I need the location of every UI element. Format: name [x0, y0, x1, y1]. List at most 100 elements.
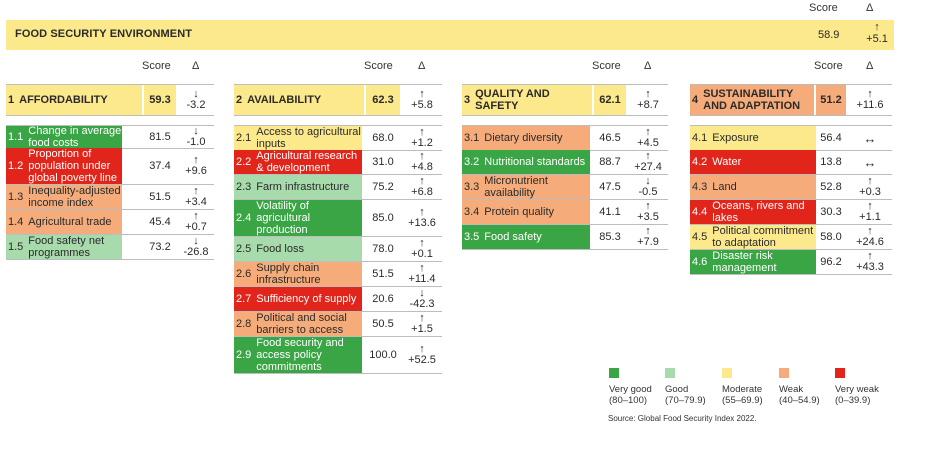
indicator-delta: ↑ +1.1 — [848, 200, 892, 224]
indicator-row: 2.1 Access to agricultural inputs 68.0 ↑… — [234, 125, 442, 151]
indicator-score: 13.8 — [820, 156, 842, 168]
indicator-delta: ↓ -42.3 — [402, 287, 442, 311]
pillar-label: 2 AVAILABILITY — [234, 85, 364, 115]
indicator-delta: ↑ +13.6 — [402, 200, 442, 236]
indicator-score: 85.3 — [599, 231, 621, 243]
pillar-number: 1 — [8, 94, 15, 106]
indicator-number: 1.3 — [8, 191, 24, 203]
indicator-delta-value: +4.8 — [411, 161, 433, 173]
indicator-label: 2.7 Sufficiency of supply — [234, 287, 362, 311]
delta-column-header: Δ — [866, 60, 874, 72]
indicator-delta: ↑ +0.1 — [402, 237, 442, 261]
arrow-icon: ↑ — [419, 150, 425, 162]
indicator-delta-value: -26.8 — [183, 246, 209, 258]
indicator-number: 3.2 — [464, 156, 480, 168]
legend-range: (70–79.9) — [665, 395, 706, 406]
pillar-delta-value: +8.7 — [637, 99, 659, 111]
indicator-row: 1.4 Agricultural trade 45.4 ↑ +0.7 — [6, 210, 214, 235]
indicator-number: 1.1 — [8, 131, 24, 143]
legend-category: Weak — [779, 384, 804, 395]
indicator-delta: ↑ +1.5 — [402, 312, 442, 336]
indicator-delta: ↑ +11.4 — [402, 262, 442, 286]
indicator-delta: ↑ +0.3 — [848, 175, 892, 199]
indicator-row: 1.2 Proportion of population under globa… — [6, 148, 214, 185]
pillar-label: 3 QUALITY AND SAFETY — [462, 85, 592, 115]
arrow-icon: ↑ — [645, 225, 651, 237]
arrow-icon: ↑ — [867, 175, 873, 187]
pillar-row: 2 AVAILABILITY 62.3 ↑ +5.8 — [234, 84, 442, 116]
indicator-label: 2.2 Agricultural research & development — [234, 150, 362, 174]
legend-category: Very weak — [835, 384, 879, 395]
indicator-name: Inequality-adjusted income index — [28, 185, 121, 209]
indicator-score: 46.5 — [599, 132, 621, 144]
indicator-delta: ↑ +9.6 — [178, 148, 214, 184]
indicator-score: 100.0 — [369, 349, 397, 361]
indicator-delta-value: +27.4 — [634, 161, 662, 173]
legend-swatch — [609, 368, 619, 378]
indicator-delta-value: +3.4 — [185, 196, 207, 208]
indicator-score: 51.5 — [372, 268, 394, 280]
source-note: Source: Global Food Security Index 2022. — [608, 414, 757, 423]
indicator-delta-value: -1.0 — [186, 136, 206, 148]
indicator-row: 1.5 Food safety net programmes 73.2 ↓ -2… — [6, 235, 214, 260]
score-column-header: Score — [814, 60, 843, 72]
arrow-icon: ↔ — [863, 130, 877, 146]
indicator-delta-value: +1.5 — [411, 323, 433, 335]
indicator-score: 20.6 — [372, 293, 394, 305]
indicator-number: 2.4 — [236, 212, 252, 224]
legend-label: Very weak (0–39.9) — [835, 384, 879, 406]
indicator-delta-value: +11.4 — [408, 273, 436, 285]
overall-delta-value: +5.1 — [866, 33, 888, 45]
arrow-icon: ↑ — [193, 154, 199, 166]
indicator-number: 3.4 — [464, 206, 480, 218]
indicator-label: 2.8 Political and social barriers to acc… — [234, 312, 362, 336]
arrow-icon: ↑ — [419, 237, 425, 249]
indicator-delta: ↑ +1.2 — [402, 126, 442, 150]
indicator-row: 3.2 Nutritional standards 88.7 ↑ +27.4 — [462, 150, 668, 175]
indicator-row: 4.6 Disaster risk management 96.2 ↑ +43.… — [690, 250, 892, 275]
arrow-icon: ↑ — [645, 150, 651, 162]
indicator-score: 47.5 — [599, 181, 621, 193]
score-column-header: Score — [364, 60, 393, 72]
pillar-score: 59.3 — [144, 85, 176, 115]
indicator-number: 4.3 — [692, 181, 708, 193]
indicator-label: 4.5 Political commitment to adaptation — [690, 225, 816, 249]
arrow-icon: ↑ — [419, 126, 425, 138]
indicator-delta-value: +4.5 — [637, 137, 659, 149]
indicator-name: Access to agricultural inputs — [256, 126, 361, 150]
indicator-number: 2.7 — [236, 293, 252, 305]
legend-swatch — [665, 368, 675, 378]
indicator-score: 85.0 — [372, 212, 394, 224]
overall-delta: ↑ +5.1 — [864, 22, 890, 46]
indicator-name: Dietary diversity — [484, 132, 563, 144]
arrow-icon: ↑ — [419, 88, 425, 100]
arrow-icon: ↑ — [645, 200, 651, 212]
pillar-number: 3 — [464, 94, 471, 106]
arrow-icon: ↑ — [867, 88, 873, 100]
indicator-name: Proportion of population under global po… — [28, 148, 117, 184]
legend-label: Good (70–79.9) — [665, 384, 706, 406]
indicator-number: 4.2 — [692, 156, 708, 168]
pillar-score: 51.2 — [816, 85, 846, 115]
indicator-label: 1.3 Inequality-adjusted income index — [6, 185, 122, 209]
delta-column-header: Δ — [644, 60, 652, 72]
delta-column-header: Δ — [192, 60, 200, 72]
indicator-number: 4.5 — [692, 231, 708, 243]
legend-range: (40–54.9) — [779, 395, 820, 406]
indicator-delta: ↓ -26.8 — [178, 235, 214, 259]
indicator-delta-value: -42.3 — [409, 298, 435, 310]
legend-category: Good — [665, 384, 689, 395]
indicator-label: 3.4 Protein quality — [462, 200, 590, 224]
indicator-delta-value: +13.6 — [408, 217, 436, 229]
indicator-name: Land — [712, 181, 737, 193]
legend-swatch — [722, 368, 732, 378]
indicator-delta-value: +6.8 — [411, 186, 433, 198]
indicator-delta-value: +7.9 — [637, 236, 659, 248]
indicator-score: 50.5 — [372, 318, 394, 330]
indicator-label: 4.6 Disaster risk management — [690, 250, 816, 274]
arrow-icon: ↑ — [419, 175, 425, 187]
indicator-label: 3.2 Nutritional standards — [462, 150, 590, 174]
indicator-row: 2.4 Volatility of agricultural productio… — [234, 200, 442, 237]
indicator-score: 51.5 — [149, 191, 171, 203]
indicator-name: Protein quality — [484, 206, 555, 218]
